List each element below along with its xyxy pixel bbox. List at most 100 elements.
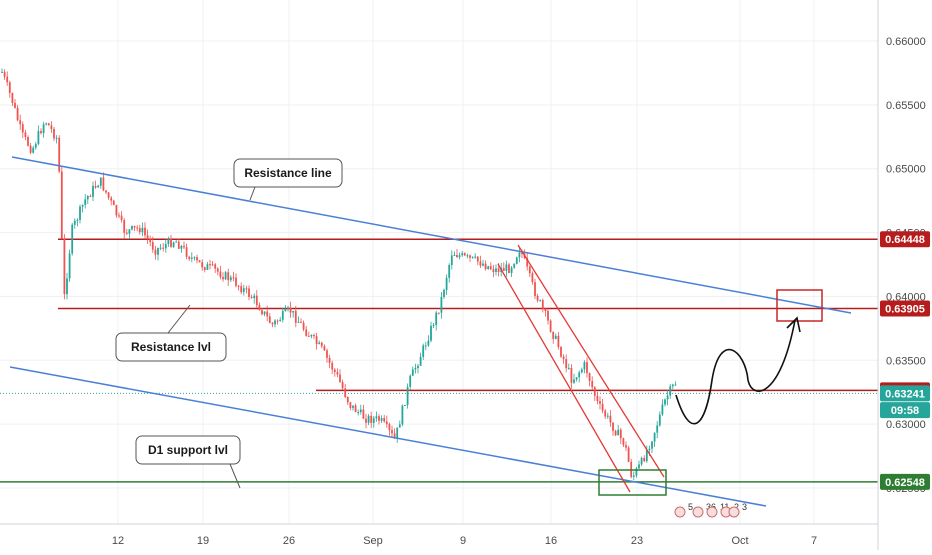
candle-body [466,255,469,257]
resistance-trendline[interactable] [11,156,852,314]
candle-body [110,197,113,201]
candle-body [596,395,599,402]
candle-body [193,257,196,259]
support-zone-box[interactable] [598,469,667,496]
candle-body [55,137,58,139]
price-tag-label: 09:58 [891,405,919,417]
candle-body [53,128,55,139]
candle-body [177,241,180,249]
candle-body [430,325,432,341]
projected-path[interactable] [675,319,796,425]
candle-body [666,395,669,400]
price-tag: 0.62548 [880,473,930,490]
event-flag-icon[interactable] [728,506,740,518]
candle-body [167,238,170,245]
callout-label: D1 support lvl [148,443,228,457]
candle-body [575,377,578,380]
candle-body [89,195,92,197]
target-zone-box[interactable] [776,289,823,322]
callout-pointer [167,304,191,334]
callout-label: Resistance lvl [131,340,211,354]
candle-body [560,347,562,357]
candle-body [24,132,27,137]
candle-body [380,418,383,421]
candle-body [131,225,133,230]
candle-body [128,229,131,234]
candle-body [227,272,230,281]
candle-body [456,254,458,258]
candle-body [419,356,422,366]
candle-body [440,296,443,313]
price-tag: 0.64448 [880,231,930,248]
candle-body [417,365,419,369]
candle-body [562,356,565,360]
candle-body [47,123,50,126]
candle-body [526,258,529,267]
event-flag-icon[interactable] [692,506,704,518]
candle-body [406,386,409,405]
candle-body [159,247,162,249]
candle-body [172,242,175,247]
candle-body [97,185,100,188]
y-tick-label: 0.63000 [886,419,926,431]
candle-body [489,266,492,270]
callout-1[interactable]: Resistance line [233,158,343,201]
candle-body [341,382,344,389]
callout-box [115,332,227,362]
candle-body [427,340,430,346]
candle-body [396,427,399,439]
candle-body [565,359,568,369]
price-tag: 09:58 [880,402,930,419]
projected-path-arrowhead [786,316,801,333]
support-trendline[interactable] [9,366,767,507]
candle-body [235,277,237,286]
candle-body [287,307,289,309]
candle-body [79,206,81,220]
event-flag-icon[interactable] [706,506,718,518]
candle-body [66,278,68,295]
candle-body [255,295,258,306]
candle-body [570,367,573,383]
y-tick-label: 0.65500 [886,100,926,112]
candle-body [216,268,219,272]
candle-body [669,386,672,396]
price-tag-label: 0.63241 [885,388,925,400]
candle-body [614,430,617,436]
candle-body [68,253,71,279]
candle-body [326,350,328,358]
candle-body [206,264,209,270]
channel-lower-line[interactable] [497,263,631,493]
x-tick-label: Oct [731,535,748,547]
y-tick-label: 0.65000 [886,164,926,176]
candle-body [258,305,261,311]
candle-body [211,264,214,266]
candle-body [479,261,482,266]
candle-body [588,373,591,382]
candle-body [474,256,477,258]
candle-body [580,369,583,373]
candle-body [292,310,295,313]
candle-body [112,200,115,206]
candle-body [414,368,417,370]
candle-body [627,447,630,462]
candle-body [333,369,336,373]
candle-body [141,227,144,233]
candle-body [232,277,235,279]
candle-body [302,322,305,330]
price-tag-bg [880,300,930,317]
candle-body [123,220,126,233]
callout-2[interactable]: Resistance lvl [115,304,227,362]
candle-body [107,192,110,198]
candle-body [422,345,425,357]
candle-body [391,430,393,434]
event-flag-icon[interactable] [674,506,686,518]
callout-3[interactable]: D1 support lvl [135,435,241,489]
candle-body [162,247,165,249]
price-tag-label: 0.64448 [885,234,925,246]
candle-body [612,422,614,431]
candle-body [664,399,666,405]
channel-upper-line[interactable] [517,244,665,478]
